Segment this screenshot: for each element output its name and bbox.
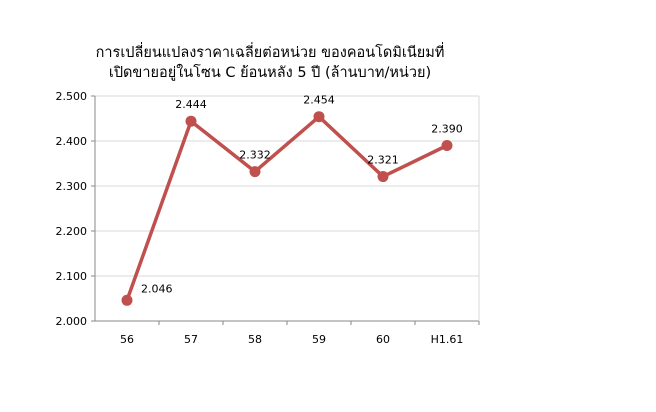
data-point (313, 111, 325, 123)
data-point (185, 115, 197, 127)
y-tick-label: 2.000 (56, 315, 88, 328)
data-label: 2.444 (175, 98, 207, 111)
x-tick-label: 58 (248, 333, 262, 346)
data-label: 2.321 (367, 154, 399, 167)
data-label: 2.046 (141, 282, 173, 295)
data-point (249, 166, 261, 178)
y-tick-label: 2.100 (56, 270, 88, 283)
x-tick-label: 59 (312, 333, 326, 346)
data-label: 2.332 (239, 149, 271, 162)
x-tick-label: 56 (120, 333, 134, 346)
y-tick-label: 2.200 (56, 225, 88, 238)
chart-title-line-2: เปิดขายอยู่ในโซน C ย้อนหลัง 5 ปี (ล้านบา… (109, 63, 431, 81)
data-label: 2.390 (431, 123, 463, 136)
data-point (377, 171, 389, 183)
y-tick-label: 2.300 (56, 180, 88, 193)
x-tick-label: 60 (376, 333, 390, 346)
y-tick-label: 2.500 (56, 90, 88, 103)
data-point (121, 294, 133, 306)
series-line (125, 114, 448, 301)
chart-title-line-1: การเปลี่ยนแปลงราคาเฉลี่ยต่อหน่วย ของคอนโ… (96, 42, 445, 61)
data-label: 2.454 (303, 94, 335, 107)
data-point (441, 140, 453, 151)
x-tick-label: H1.61 (431, 333, 464, 346)
y-tick-label: 2.400 (56, 135, 88, 148)
x-tick-label: 57 (184, 333, 198, 346)
